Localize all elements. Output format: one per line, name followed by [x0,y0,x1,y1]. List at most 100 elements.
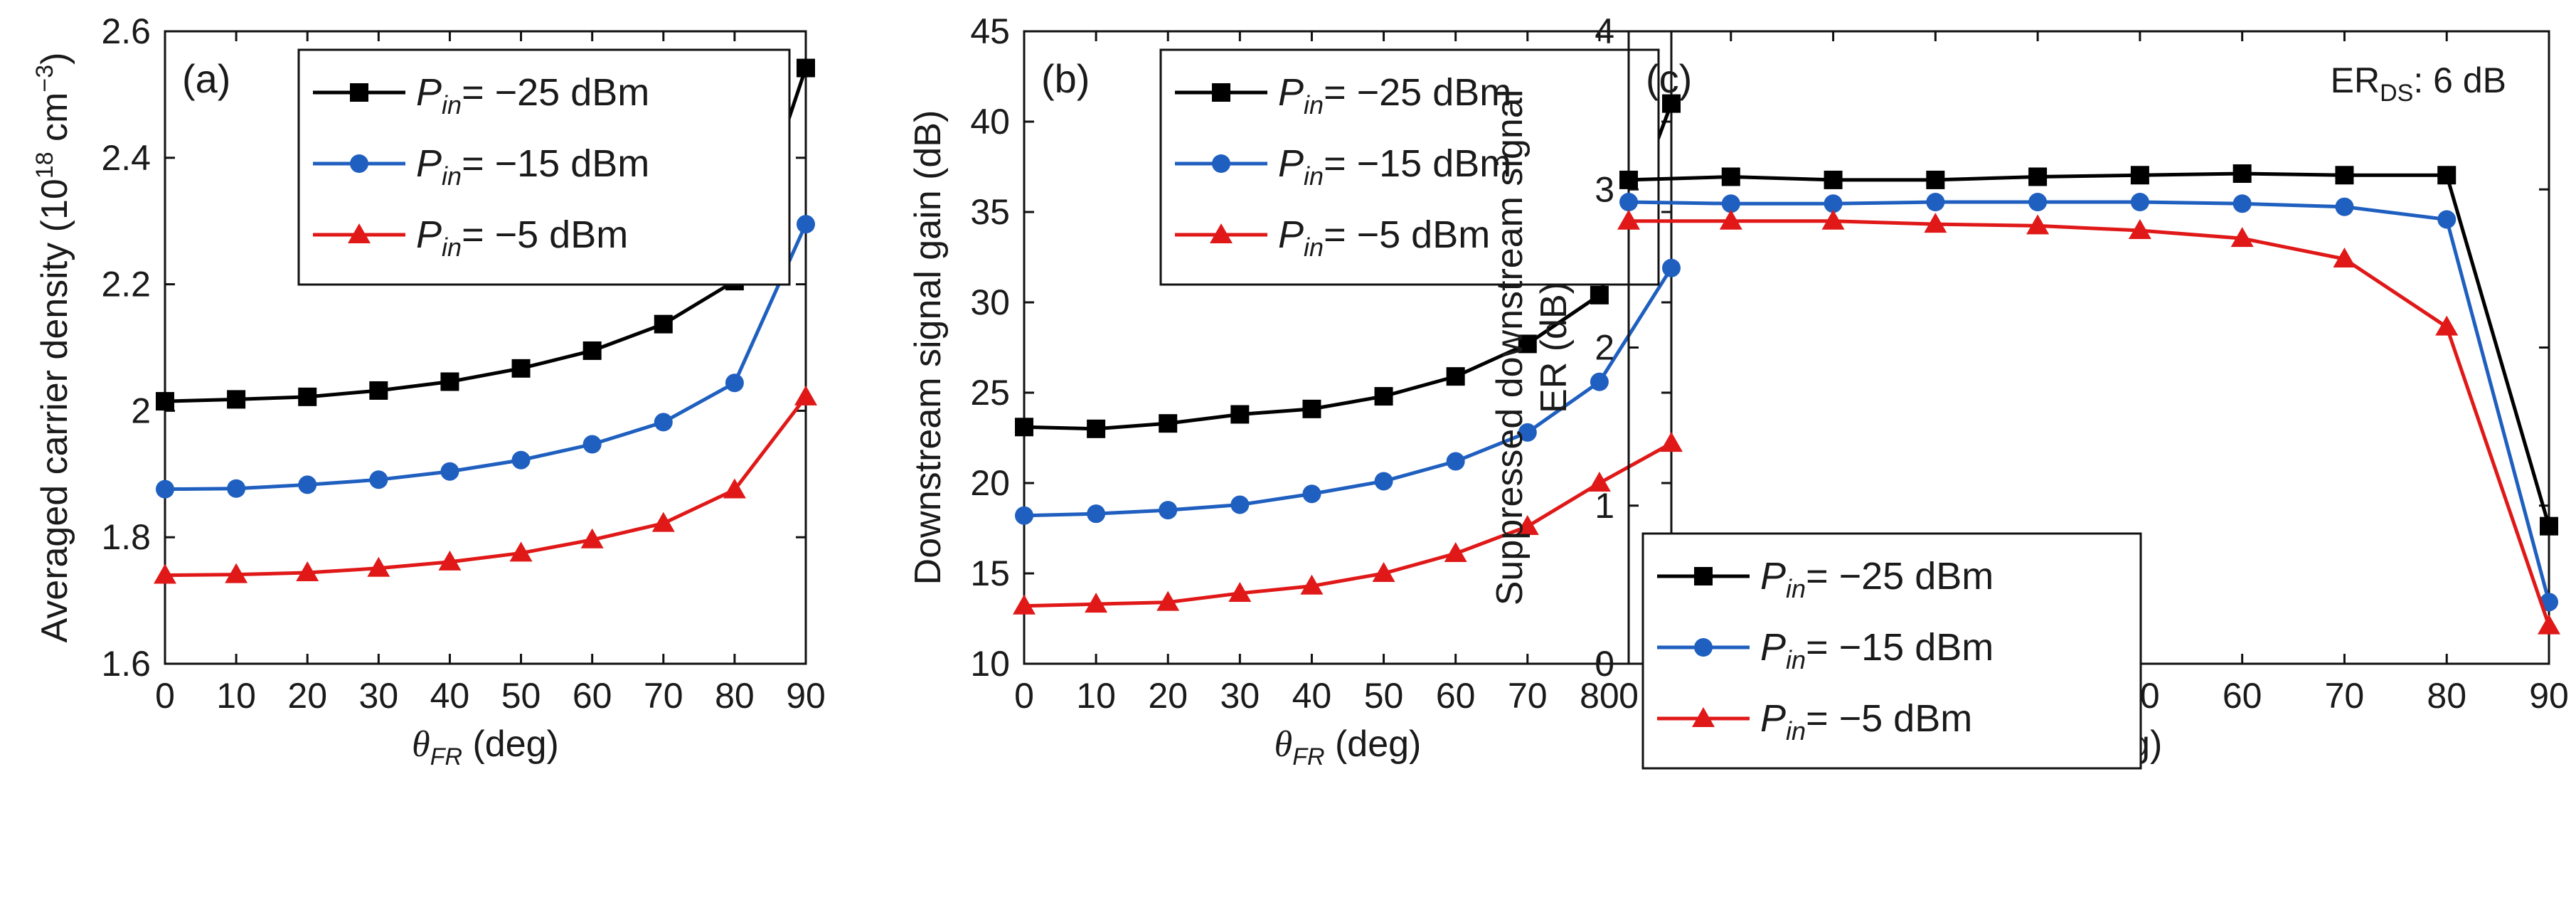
data-point-circle [1087,504,1106,524]
legend-subscript: in [442,161,462,191]
y-tick-label: 2 [1595,328,1614,368]
legend-subscript: in [442,233,462,262]
series-2 [1013,432,1683,615]
series-0 [1015,94,1681,438]
series-1 [156,215,815,499]
x-tick-label: 50 [501,676,541,716]
legend-box [297,48,791,286]
data-point-triangle [2538,614,2560,635]
y-tick-label: 15 [970,553,1010,593]
er-annotation: ERDS: 6 dB [2331,60,2506,107]
data-point-triangle [651,511,675,532]
y-label-text: ER (dB) [1533,282,1575,413]
y-tick-label: 2.6 [101,11,151,51]
plot-frame [164,30,807,665]
data-point-circle [1619,193,1638,212]
legend-symbol: P [1760,697,1786,740]
x-tick-label: 0 [1014,676,1034,716]
legend-box [1159,48,1660,286]
y-tick-label: 3 [1595,169,1614,209]
data-point-circle [227,479,246,498]
y-tick-label: 10 [970,644,1010,684]
data-point-circle [2335,197,2354,216]
legend-label: Pin= −5 dBm [1760,697,1972,746]
data-point-square [1015,418,1033,437]
x-axis-unit: (deg) [1325,723,1422,765]
x-tick-label: 10 [216,676,256,716]
x-axis-label: θFR (deg) [1274,723,1422,770]
data-point-triangle [723,478,746,499]
legend-value: −25 dBm [1357,71,1512,114]
legend-label: Pin= −15 dBm [416,142,649,191]
y-tick-label: 2.2 [101,265,151,304]
panel-label: (c) [1646,56,1692,101]
data-point-circle [654,413,673,432]
data-point-square [1694,567,1713,585]
data-point-square [2437,166,2457,185]
y-label-text: Suppressed downstream signal [1489,90,1531,606]
data-point-circle [1824,194,1843,213]
legend-label: Pin= −25 dBm [416,71,649,120]
data-point-triangle [154,563,176,584]
x-tick-label: 60 [573,676,612,716]
data-point-triangle [1660,432,1683,452]
x-tick-label: 70 [2325,676,2365,716]
series-line [164,223,808,492]
legend-equals: = [1806,697,1839,740]
y-label-unit: cm [34,92,75,152]
data-point-triangle [1228,581,1252,602]
series-line [1629,219,2551,627]
legend-entry: Pin= −25 dBm [313,71,649,120]
x-tick-label: 70 [1508,676,1548,716]
y-tick-label: 35 [970,192,1010,232]
data-point-circle [797,215,815,234]
y-tick-label: 0 [1595,644,1614,684]
y-tick-label: 20 [970,463,1010,503]
data-point-triangle [1444,542,1467,563]
data-point-square [511,359,531,378]
data-point-circle [2028,193,2048,212]
data-point-triangle [2435,315,2459,336]
data-point-square [1619,170,1638,189]
series-line [1628,200,2551,603]
x-axis-subscript: FR [430,743,462,770]
data-point-circle [440,462,459,481]
data-point-triangle [1156,590,1180,611]
data-point-circle [1694,638,1713,657]
data-point-square [1159,414,1178,433]
series-0 [1619,164,2558,536]
data-point-square [1590,285,1609,304]
y-label-text: Downstream signal gain (dB) [908,110,949,585]
data-point-circle [1374,472,1393,491]
data-point-square [1374,387,1393,406]
panel-0: 0 10 20 30 40 50 60 70 80 90 1.6 1.8 2 2.2 2.4 2.6 θFR (… [31,11,826,770]
data-point-triangle [1821,209,1845,230]
x-tick-label: 90 [2529,676,2569,716]
data-point-square [1518,334,1537,354]
data-point-triangle [1924,213,1947,233]
x-tick-label: 80 [1580,676,1619,716]
data-point-circle [298,475,317,494]
legend-subscript: in [1786,645,1806,674]
data-point-square [298,387,317,406]
series-line [1023,267,1673,518]
y-label-close: ) [34,53,75,65]
data-point-circle [1518,423,1537,442]
x-tick-label: 40 [430,676,470,716]
legend-entry: Pin= −25 dBm [1175,71,1511,120]
legend-equals: = [1324,142,1357,185]
data-point-triangle [1085,593,1108,613]
y-axis-label: Downstream signal gain (dB) [908,110,949,585]
data-point-square [2540,516,2558,536]
data-point-circle [1212,154,1230,173]
annotation-text: ER [2331,60,2380,100]
x-tick-label: 10 [1076,676,1116,716]
data-point-square [797,58,815,78]
x-tick-label: 80 [715,676,755,716]
x-tick-label: 50 [1364,676,1404,716]
legend-subscript: in [1304,161,1324,191]
data-point-square [1212,83,1230,102]
data-point-square [654,314,673,334]
